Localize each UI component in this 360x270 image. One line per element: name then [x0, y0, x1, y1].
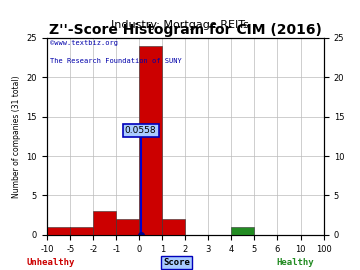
Bar	[162, 219, 185, 235]
Text: Unhealthy: Unhealthy	[26, 258, 75, 266]
Bar	[116, 219, 139, 235]
Text: Healthy: Healthy	[276, 258, 314, 266]
Bar	[231, 227, 255, 235]
Text: ©www.textbiz.org: ©www.textbiz.org	[50, 40, 118, 46]
Bar	[93, 211, 116, 235]
Text: Industry: Mortgage REITs: Industry: Mortgage REITs	[111, 20, 249, 30]
Bar	[139, 46, 162, 235]
Title: Z''-Score Histogram for CIM (2016): Z''-Score Histogram for CIM (2016)	[49, 23, 322, 37]
Text: 0.0558: 0.0558	[125, 126, 157, 135]
Bar	[47, 227, 70, 235]
Y-axis label: Number of companies (31 total): Number of companies (31 total)	[12, 75, 21, 198]
Text: The Research Foundation of SUNY: The Research Foundation of SUNY	[50, 58, 181, 63]
Text: Score: Score	[163, 258, 190, 266]
Bar	[70, 227, 93, 235]
